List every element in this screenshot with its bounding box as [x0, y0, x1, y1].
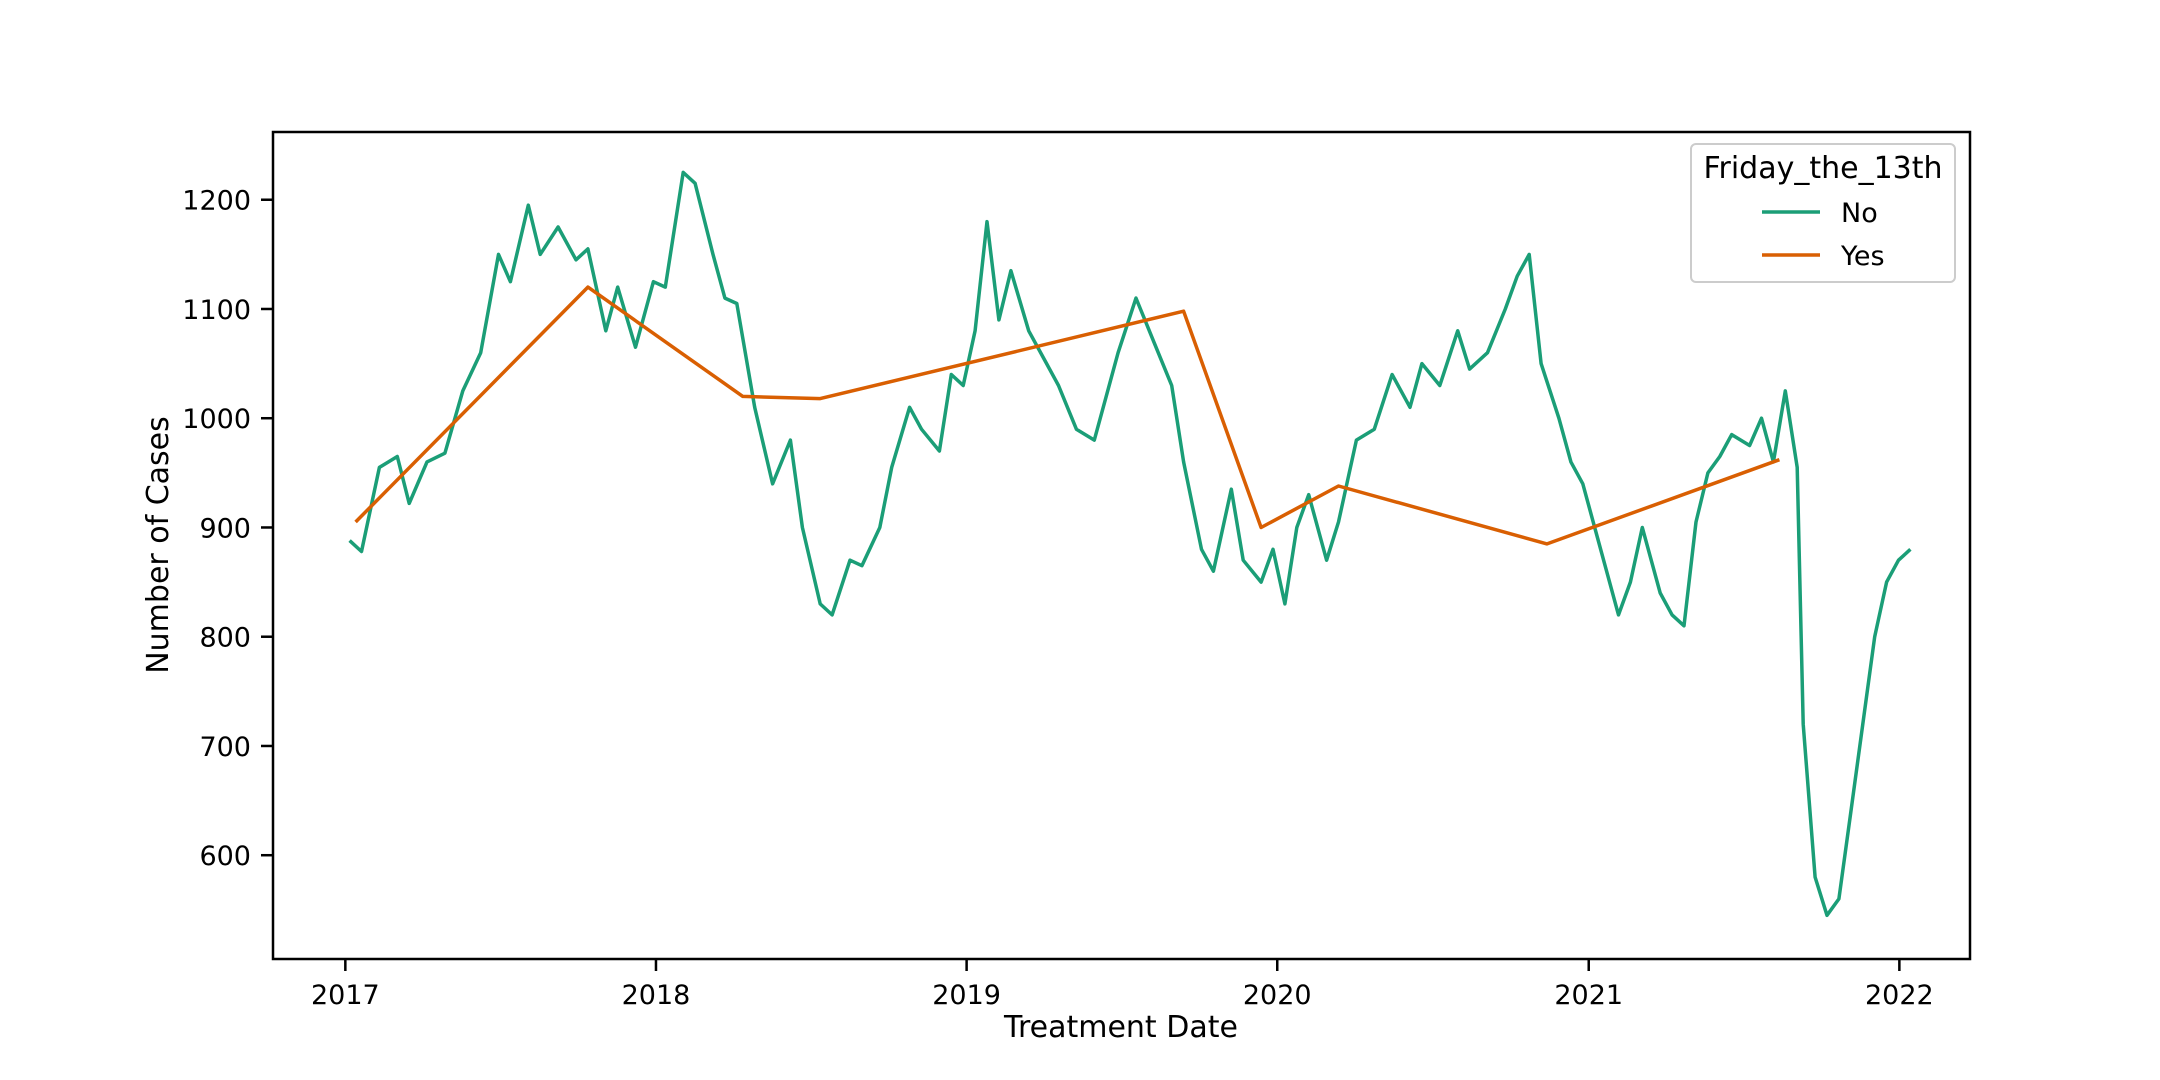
x-tick-label: 2017 [311, 980, 380, 1011]
x-tick-label: 2022 [1865, 980, 1934, 1011]
plot-frame [271, 130, 1972, 961]
x-tick-label: 2018 [622, 980, 691, 1011]
y-axis: 600 700 800 900 1000 1100 1200 [182, 186, 273, 872]
x-axis-label: Treatment Date [1003, 1010, 1238, 1045]
legend-box [1690, 143, 1956, 283]
y-axis-label: Number of Cases [141, 416, 176, 674]
legend: Friday_the_13th No Yes [1690, 143, 1956, 283]
y-tick-label: 1200 [182, 186, 251, 217]
y-tick-label: 1100 [182, 295, 251, 326]
y-tick-label: 700 [199, 732, 251, 763]
series-line-yes [354, 285, 1780, 546]
y-tick-label: 600 [199, 841, 251, 872]
series-line-no [348, 170, 1912, 918]
legend-label-no: No [1841, 198, 1878, 229]
x-tick-label: 2021 [1554, 980, 1623, 1011]
x-tick-label: 2020 [1243, 980, 1312, 1011]
legend-title: Friday_the_13th [1703, 151, 1942, 186]
y-tick-label: 900 [199, 513, 251, 544]
y-tick-label: 1000 [182, 404, 251, 435]
y-tick-label: 800 [199, 623, 251, 654]
plot-lines [348, 170, 1912, 918]
legend-label-yes: Yes [1840, 241, 1885, 272]
x-axis: 2017 2018 2019 2020 2021 2022 [311, 959, 1934, 1011]
x-tick-label: 2019 [932, 980, 1001, 1011]
